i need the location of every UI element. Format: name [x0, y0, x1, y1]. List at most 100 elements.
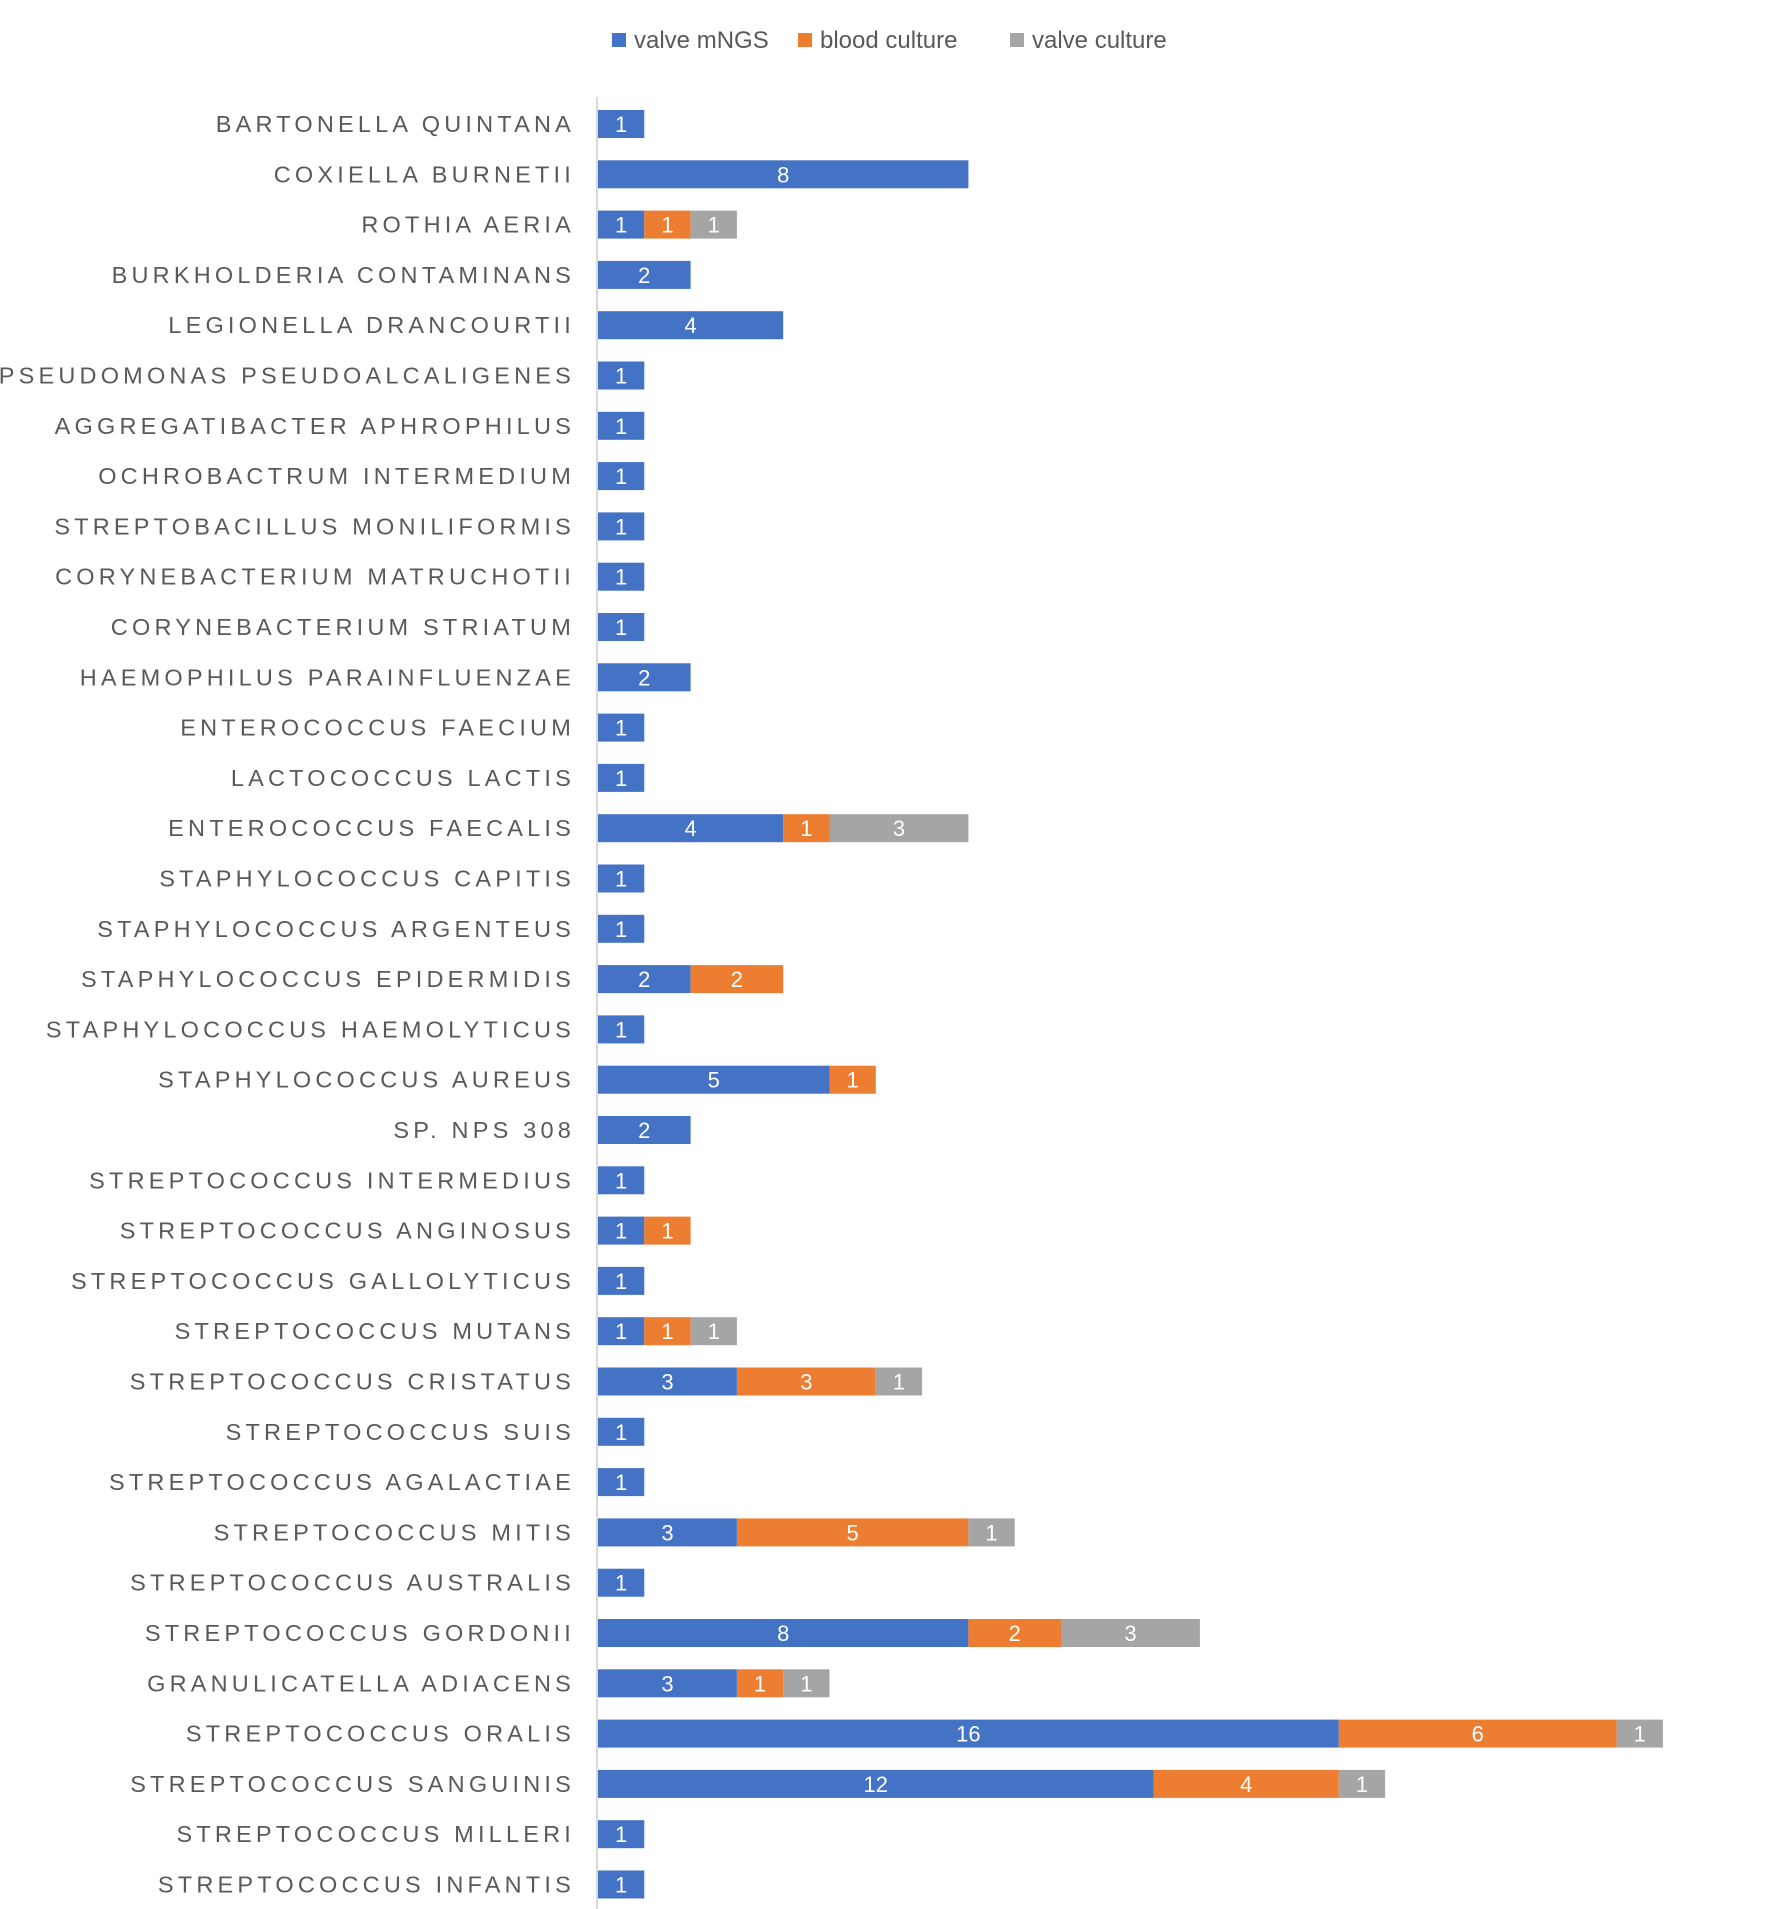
bar-streptococcus-mitis-valve-culture	[968, 1518, 1015, 1547]
bar-streptococcus-mitis-valve-mngs	[598, 1518, 737, 1547]
category-label-streptococcus-agalactiae: STREPTOCOCCUS AGALACTIAE	[109, 1469, 575, 1495]
data-label-granulicatella-adiacens-valve-culture: 1	[800, 1671, 812, 1696]
data-label-streptococcus-gordonii-blood-culture: 2	[1009, 1621, 1021, 1646]
legend-swatch-valve-mngs	[612, 33, 626, 47]
category-label-streptococcus-gallolyticus: STREPTOCOCCUS GALLOLYTICUS	[71, 1268, 575, 1294]
data-label-coxiella-burnetii-valve-mngs: 8	[777, 162, 789, 187]
bar-streptococcus-cristatus-blood-culture	[736, 1367, 876, 1396]
bar-enterococcus-faecalis-valve-culture	[829, 814, 969, 843]
data-label-enterococcus-faecium-valve-mngs: 1	[615, 716, 627, 741]
bar-streptococcus-agalactiae-valve-mngs	[598, 1468, 645, 1497]
data-label-streptococcus-suis-valve-mngs: 1	[615, 1420, 627, 1445]
data-label-streptococcus-mutans-valve-mngs: 1	[615, 1319, 627, 1344]
data-label-streptococcus-gallolyticus-valve-mngs: 1	[615, 1269, 627, 1294]
category-label-streptococcus-milleri: STREPTOCOCCUS MILLERI	[176, 1821, 575, 1847]
bar-segments	[598, 110, 1663, 1899]
bar-streptococcus-sanguinis-valve-culture	[1338, 1769, 1386, 1798]
bar-coxiella-burnetii-valve-mngs	[598, 160, 969, 189]
category-label-coxiella-burnetii: COXIELLA BURNETII	[274, 161, 575, 187]
bar-staphylococcus-epidermidis-valve-mngs	[598, 965, 691, 994]
data-label-streptococcus-gordonii-valve-mngs: 8	[777, 1621, 789, 1646]
data-label-streptococcus-oralis-blood-culture: 6	[1472, 1722, 1484, 1747]
data-label-staphylococcus-capitis-valve-mngs: 1	[615, 867, 627, 892]
bar-streptococcus-anginosus-valve-mngs	[598, 1216, 645, 1245]
bar-streptococcus-infantis-valve-mngs	[598, 1870, 645, 1899]
data-label-streptobacillus-moniliformis-valve-mngs: 1	[615, 514, 627, 539]
category-label-streptobacillus-moniliformis: STREPTOBACILLUS MONILIFORMIS	[54, 513, 575, 539]
bar-legionella-drancourtii-valve-mngs	[598, 311, 784, 340]
category-label-corynebacterium-striatum: CORYNEBACTERIUM STRIATUM	[111, 614, 575, 640]
category-label-corynebacterium-matruchotii: CORYNEBACTERIUM MATRUCHOTII	[55, 564, 575, 590]
bar-streptococcus-gallolyticus-valve-mngs	[598, 1266, 645, 1295]
bar-streptococcus-gordonii-blood-culture	[968, 1619, 1061, 1647]
data-label-haemophilus-parainfluenzae-valve-mngs: 2	[638, 665, 650, 690]
bar-streptobacillus-moniliformis-valve-mngs	[598, 512, 645, 541]
category-label-streptococcus-gordonii: STREPTOCOCCUS GORDONII	[145, 1620, 575, 1646]
data-label-streptococcus-sanguinis-valve-culture: 1	[1356, 1772, 1368, 1797]
bar-streptococcus-milleri-valve-mngs	[598, 1820, 645, 1849]
bar-bartonella-quintana-valve-mngs	[598, 110, 645, 138]
category-label-streptococcus-mutans: STREPTOCOCCUS MUTANS	[175, 1318, 575, 1344]
bar-staphylococcus-aureus-blood-culture	[829, 1065, 876, 1094]
bar-streptococcus-mutans-blood-culture	[644, 1317, 691, 1346]
bar-streptococcus-oralis-valve-culture	[1616, 1719, 1663, 1748]
data-label-streptococcus-sanguinis-valve-mngs: 12	[864, 1772, 888, 1797]
bar-streptococcus-gordonii-valve-mngs	[598, 1619, 969, 1647]
bar-streptococcus-cristatus-valve-mngs	[598, 1367, 737, 1396]
bar-staphylococcus-epidermidis-blood-culture	[690, 965, 784, 994]
bar-enterococcus-faecalis-blood-culture	[783, 814, 830, 843]
data-label-streptococcus-anginosus-blood-culture: 1	[661, 1219, 673, 1244]
data-label-granulicatella-adiacens-valve-mngs: 3	[661, 1671, 673, 1696]
data-label-streptococcus-agalactiae-valve-mngs: 1	[615, 1470, 627, 1495]
category-label-burkholderia-contaminans: BURKHOLDERIA CONTAMINANS	[112, 262, 575, 288]
data-label-granulicatella-adiacens-blood-culture: 1	[754, 1671, 766, 1696]
bar-staphylococcus-capitis-valve-mngs	[598, 864, 645, 893]
data-label-aggregatibacter-aphrophilus-valve-mngs: 1	[615, 414, 627, 439]
data-label-sp-nps-308-valve-mngs: 2	[638, 1118, 650, 1143]
category-label-sp-nps-308: SP. NPS 308	[393, 1117, 575, 1143]
bar-staphylococcus-argenteus-valve-mngs	[598, 914, 645, 943]
category-label-enterococcus-faecium: ENTEROCOCCUS FAECIUM	[180, 715, 575, 741]
category-label-staphylococcus-capitis: STAPHYLOCOCCUS CAPITIS	[159, 866, 575, 892]
chart-legend: valve mNGS blood culture valve culture	[612, 27, 1167, 54]
data-label-staphylococcus-epidermidis-blood-culture: 2	[731, 967, 743, 992]
data-label-rothia-aeria-blood-culture: 1	[661, 213, 673, 238]
data-label-streptococcus-infantis-valve-mngs: 1	[615, 1873, 627, 1898]
legend-label-valve-culture: valve culture	[1032, 27, 1167, 54]
data-label-enterococcus-faecalis-valve-culture: 3	[893, 816, 905, 841]
bar-burkholderia-contaminans-valve-mngs	[598, 260, 691, 289]
bar-streptococcus-oralis-blood-culture	[1338, 1719, 1617, 1748]
data-label-corynebacterium-matruchotii-valve-mngs: 1	[615, 565, 627, 590]
legend-swatch-valve-culture	[1010, 33, 1024, 47]
bar-streptococcus-australis-valve-mngs	[598, 1568, 645, 1597]
bar-granulicatella-adiacens-valve-culture	[783, 1669, 830, 1698]
category-label-staphylococcus-haemolyticus: STAPHYLOCOCCUS HAEMOLYTICUS	[46, 1016, 575, 1042]
bar-sp-nps-308-valve-mngs	[598, 1116, 691, 1144]
bar-pseudomonas-pseudoalcaligenes-valve-mngs	[598, 361, 645, 390]
data-label-ochrobactrum-intermedium-valve-mngs: 1	[615, 464, 627, 489]
data-label-burkholderia-contaminans-valve-mngs: 2	[638, 263, 650, 288]
category-label-legionella-drancourtii: LEGIONELLA DRANCOURTII	[168, 312, 575, 338]
category-label-streptococcus-intermedius: STREPTOCOCCUS INTERMEDIUS	[89, 1167, 575, 1193]
data-label-streptococcus-australis-valve-mngs: 1	[615, 1571, 627, 1596]
data-label-streptococcus-mitis-valve-mngs: 3	[661, 1520, 673, 1545]
data-label-staphylococcus-argenteus-valve-mngs: 1	[615, 917, 627, 942]
bar-staphylococcus-aureus-valve-mngs	[598, 1065, 830, 1094]
category-label-streptococcus-oralis: STREPTOCOCCUS ORALIS	[186, 1721, 575, 1747]
data-label-streptococcus-mitis-valve-culture: 1	[985, 1520, 997, 1545]
data-label-streptococcus-mitis-blood-culture: 5	[847, 1520, 859, 1545]
category-label-staphylococcus-aureus: STAPHYLOCOCCUS AUREUS	[158, 1067, 575, 1093]
bar-granulicatella-adiacens-valve-mngs	[598, 1669, 737, 1698]
data-label-streptococcus-milleri-valve-mngs: 1	[615, 1822, 627, 1847]
data-label-lactococcus-lactis-valve-mngs: 1	[615, 766, 627, 791]
bar-lactococcus-lactis-valve-mngs	[598, 763, 645, 792]
bar-haemophilus-parainfluenzae-valve-mngs	[598, 663, 691, 692]
legend-label-valve-mngs: valve mNGS	[634, 27, 769, 54]
data-label-corynebacterium-striatum-valve-mngs: 1	[615, 615, 627, 640]
data-label-streptococcus-cristatus-valve-mngs: 3	[661, 1370, 673, 1395]
bar-streptococcus-sanguinis-valve-mngs	[598, 1769, 1154, 1798]
category-label-streptococcus-sanguinis: STREPTOCOCCUS SANGUINIS	[130, 1771, 575, 1797]
category-label-staphylococcus-argenteus: STAPHYLOCOCCUS ARGENTEUS	[97, 916, 575, 942]
data-label-streptococcus-anginosus-valve-mngs: 1	[615, 1219, 627, 1244]
